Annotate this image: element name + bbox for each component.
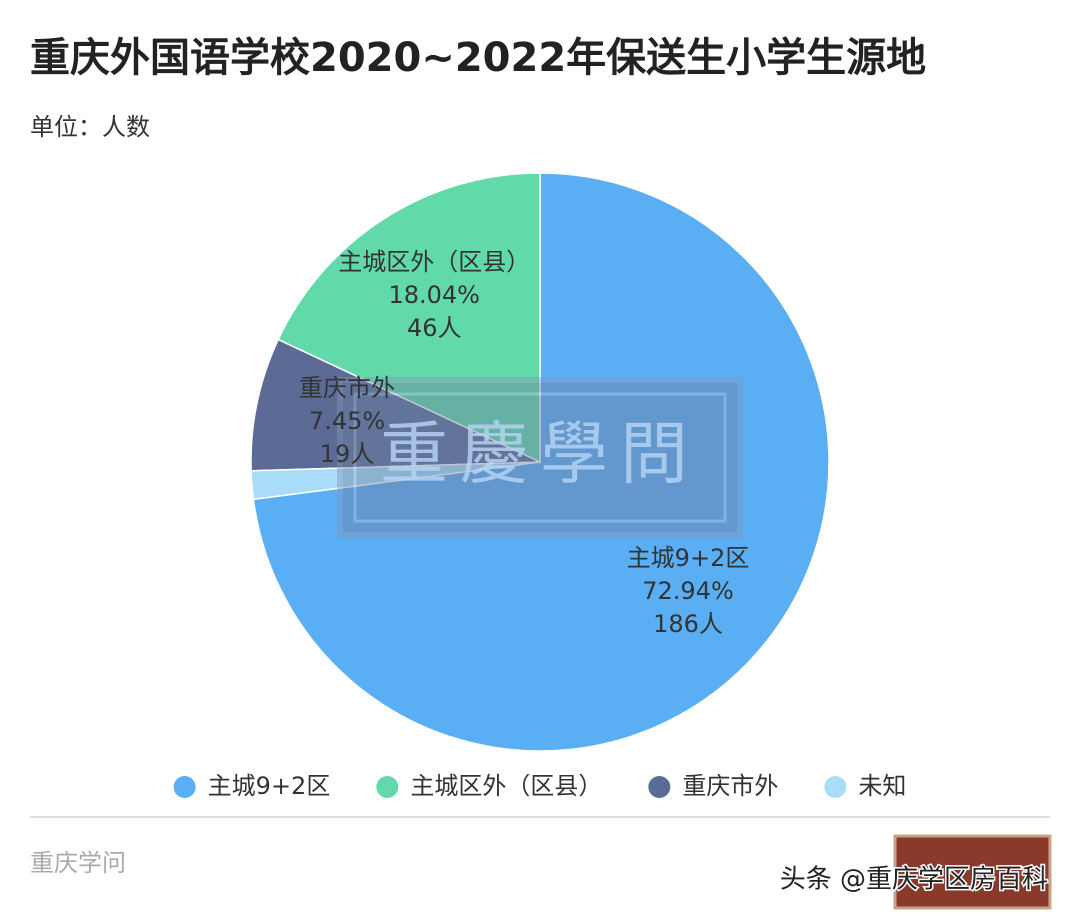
legend-marker (376, 776, 399, 798)
slice-value: 72.94% (642, 577, 734, 605)
slice-value: 18.04% (388, 281, 480, 309)
legend-label: 未知 (858, 772, 906, 800)
legend-marker (824, 776, 847, 798)
slice-count: 46人 (407, 314, 462, 342)
slice-count: 186人 (653, 610, 723, 638)
legend-label: 重庆市外 (682, 772, 778, 800)
legend-label: 主城9+2区 (208, 772, 331, 800)
watermark (337, 377, 743, 538)
watermark-box (337, 377, 743, 538)
slice-value: 7.45% (309, 407, 385, 435)
legend: 主城9+2区 主城区外（区县） 重庆市外 未知 (173, 772, 906, 800)
footer-source: 头条 @重庆学区房百科 (780, 865, 1048, 895)
pie-slice (250, 338, 541, 472)
slice-label: 主城区外（区县） (338, 248, 530, 276)
legend-marker (173, 776, 196, 798)
pie-slice (277, 172, 541, 464)
legend-label: 主城区外（区县） (410, 772, 602, 800)
pie-slice (250, 461, 541, 501)
slice-label: 重庆市外 (299, 374, 395, 402)
stamp (893, 834, 1052, 910)
slice-count: 19人 (320, 440, 375, 468)
chart-title: 重庆外国语学校2020~2022年保送生小学生源地 (30, 35, 926, 81)
footer-brand: 重庆学问 (30, 849, 126, 877)
chart-subtitle: 单位：人数 (30, 113, 150, 141)
slice-label: 主城9+2区 (627, 544, 750, 572)
legend-marker (648, 776, 671, 798)
watermark-text: 重慶學問 (380, 416, 700, 495)
watermark-inner (353, 392, 727, 523)
pie-slice (252, 172, 830, 752)
pie (250, 172, 830, 752)
